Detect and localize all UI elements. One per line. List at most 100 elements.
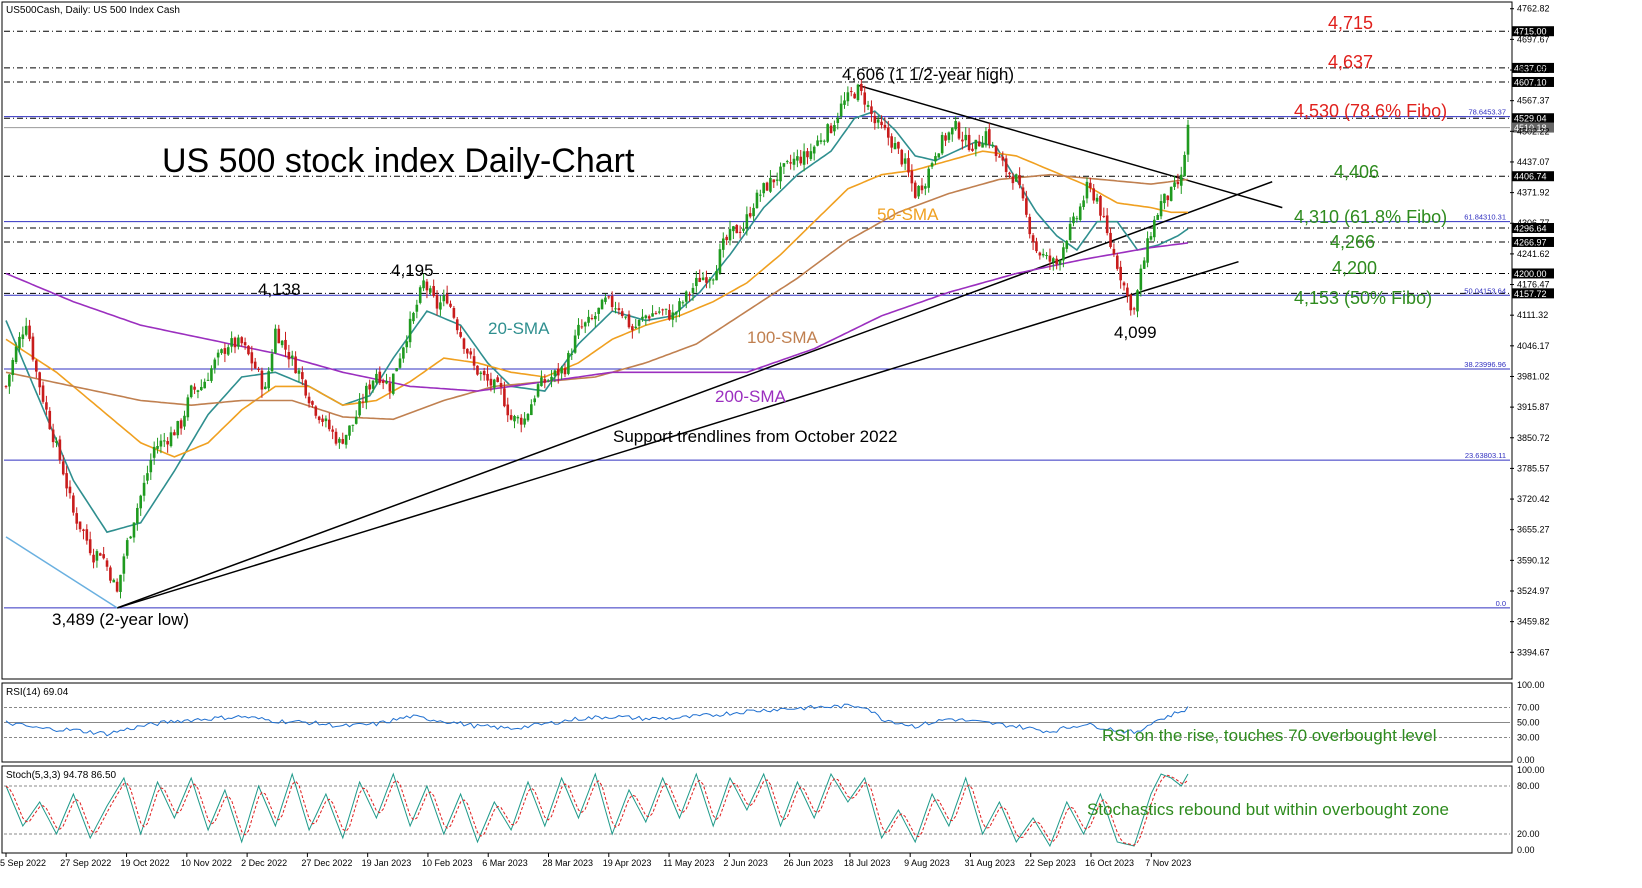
candle-bear [311, 401, 314, 405]
rsi-note: RSI on the rise, touches 70 overbought l… [1102, 726, 1437, 745]
candle-bull [940, 134, 944, 154]
candle-bull [779, 166, 782, 182]
candle-bull [934, 156, 937, 162]
candle-bear [735, 225, 739, 234]
candle-bull [893, 143, 897, 150]
candle-bull [577, 324, 580, 336]
candle-bull [533, 398, 537, 403]
label-sma50: 50-SMA [877, 205, 939, 224]
level-price-box-label: 4266.97 [1514, 237, 1547, 247]
candle-bull [974, 139, 978, 150]
candle-bear [88, 539, 92, 554]
candle-bull [819, 140, 823, 142]
candle-bull [1014, 174, 1018, 182]
candle-bear [109, 567, 112, 581]
candle-bear [698, 277, 702, 282]
candle-bull [930, 163, 934, 167]
candle-bear [1092, 188, 1096, 201]
level-price-box [1512, 113, 1554, 124]
candle-bull [1183, 154, 1186, 177]
candle-bull [991, 144, 994, 146]
horizontal-levels: 4715.00 4637.00 4607.10 4529.04 4406.74 4296.… [4, 26, 1554, 609]
label-sma100: 100-SMA [747, 328, 819, 347]
candle-bull [439, 302, 442, 310]
candle-bull [344, 434, 348, 445]
candle-bear [496, 377, 499, 382]
candle-bull [479, 372, 483, 374]
level-price-box-label: 4715.00 [1514, 27, 1547, 37]
candle-bull [917, 186, 920, 197]
candle-bear [1018, 175, 1021, 186]
candle-bear [944, 135, 947, 141]
candle-bear [1021, 187, 1025, 199]
candle-bear [469, 351, 473, 355]
candle-bull [206, 379, 210, 381]
candle-bull [540, 377, 543, 387]
candle-bull [600, 299, 604, 310]
candle-bear [654, 313, 658, 315]
candle-bull [55, 441, 58, 443]
stoch-k-line [5, 772, 1189, 848]
price-tick-label: 4371.92 [1517, 188, 1550, 198]
price-tick-label: 4632.52 [1517, 65, 1550, 75]
candle-bear [860, 83, 863, 91]
candle-bull [196, 390, 200, 392]
rsi-line [5, 703, 1189, 737]
candle-bear [1008, 172, 1011, 175]
candle-bear [543, 379, 547, 383]
candle-bull [839, 103, 843, 117]
annotation-support: Support trendlines from October 2022 [613, 427, 897, 446]
candle-bear [78, 521, 82, 530]
price-tick-label: 4241.62 [1517, 249, 1550, 259]
time-tick-label: 22 Sep 2023 [1025, 858, 1076, 868]
price-tick-label: 3655.27 [1517, 525, 1550, 535]
candle-bull [18, 336, 21, 349]
candle-bull [112, 579, 116, 583]
candle-bull [371, 380, 375, 389]
candle-bear [873, 115, 877, 124]
level-label-4715: 4,715 [1328, 13, 1373, 33]
candle-bull [937, 153, 941, 158]
candle-bull [641, 316, 644, 319]
candle-bull [695, 277, 698, 287]
candle-bear [1004, 158, 1008, 172]
stoch-tick-label: 80.00 [1517, 781, 1540, 791]
candle-bull [237, 337, 240, 347]
candle-bear [765, 182, 769, 191]
candle-bull [732, 226, 735, 232]
candle-bull [634, 326, 638, 329]
candle-bull [415, 304, 419, 312]
time-tick-label: 6 Mar 2023 [482, 858, 528, 868]
rsi-tick-label: 0.00 [1517, 755, 1535, 765]
moving-averages [5, 110, 1189, 534]
time-tick-label: 7 Nov 2023 [1145, 858, 1191, 868]
candle-bull [644, 315, 648, 319]
candle-bull [274, 328, 277, 354]
candle-bull [159, 440, 163, 447]
time-tick-label: 11 May 2023 [663, 858, 714, 868]
candle-bull [769, 178, 772, 192]
candle-bull [1058, 260, 1062, 265]
candle-bear [880, 121, 883, 126]
candle-bear [287, 352, 291, 360]
candle-bull [701, 277, 705, 280]
candle-bear [307, 396, 311, 404]
candle-bear [556, 368, 560, 376]
candle-bear [988, 129, 991, 145]
annotation-4195: 4,195 [391, 261, 434, 280]
level-label-4406: 4,406 [1334, 162, 1379, 182]
time-tick-label: 16 Oct 2023 [1085, 858, 1134, 868]
candle-bear [506, 404, 510, 416]
fibo-anchor-line [5, 536, 118, 609]
candle-bear [563, 368, 567, 375]
support-trendline-lower [116, 260, 1239, 609]
candle-bull [614, 308, 617, 310]
candle-bull [583, 322, 587, 327]
candle-bear [179, 420, 183, 429]
candle-bear [499, 383, 503, 388]
candle-bear [173, 432, 176, 436]
candle-bear [789, 162, 792, 164]
candle-bear [863, 92, 867, 105]
level-label-4266: 4,266 [1330, 232, 1375, 252]
candle-bear [1001, 156, 1005, 161]
